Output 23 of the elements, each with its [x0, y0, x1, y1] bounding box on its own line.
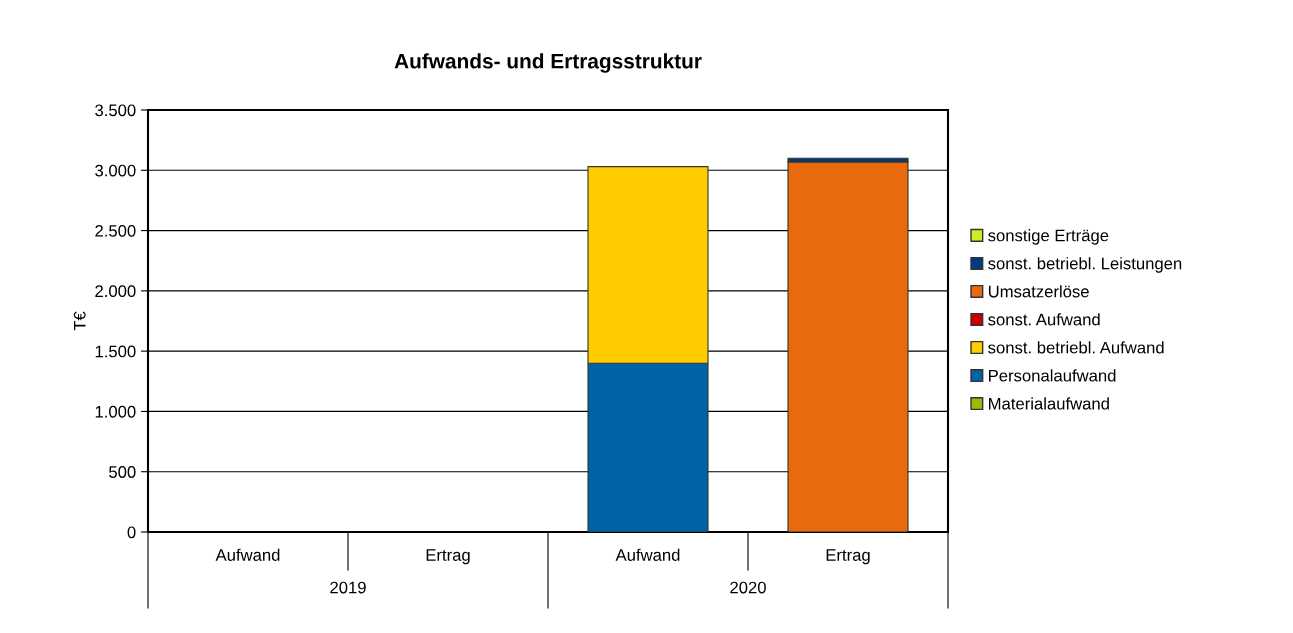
y-tick-label: 2.500 [95, 224, 136, 237]
y-axis-title: T€ [73, 311, 86, 331]
legend-label: Materialaufwand [989, 397, 1109, 410]
legend-label: Personalaufwand [989, 369, 1116, 382]
x-tick-label: Aufwand [615, 548, 680, 561]
chart-title: Aufwands- und Ertragsstruktur [394, 53, 702, 73]
legend-label: Umsatzerlöse [988, 285, 1089, 298]
y-tick-label: 0 [127, 526, 136, 539]
y-tick-label: 1.500 [95, 345, 136, 358]
x-tick-label: Ertrag [826, 549, 870, 565]
y-tick-label: 3.000 [95, 164, 136, 177]
y-tick-label: 500 [109, 466, 136, 478]
y-tick-label: 3.500 [95, 104, 136, 117]
legend-label: sonstige Erträge [988, 229, 1109, 245]
y-tick-label: 1.000 [95, 405, 136, 418]
text: 2020 [730, 581, 766, 594]
legend-label: sonst. Aufwand [988, 313, 1100, 326]
x-tick-label: Ertrag [426, 549, 470, 565]
x-tick-label: Aufwand [215, 548, 280, 561]
legend-label: sonst. betriebl. Leistungen [988, 257, 1182, 273]
legend-label: sonst. betriebl. Aufwand [988, 341, 1164, 354]
text: 2019 [330, 581, 366, 594]
y-tick-label: 2.000 [95, 285, 136, 298]
